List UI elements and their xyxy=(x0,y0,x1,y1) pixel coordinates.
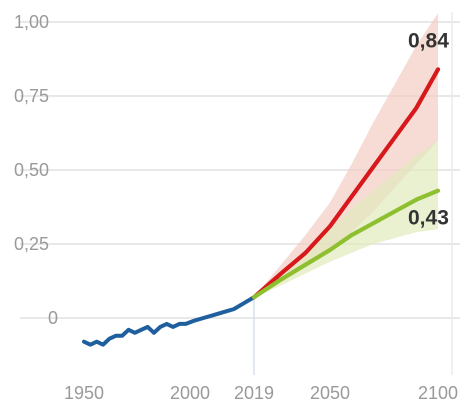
x-tick-label: 2019 xyxy=(234,383,274,403)
high-end-label: 0,84 xyxy=(408,29,449,52)
y-tick-label: 0 xyxy=(48,308,58,328)
observed-series-line xyxy=(82,295,256,347)
y-tick-label: 1,00 xyxy=(14,12,49,32)
end-labels: 0,84 0,43 xyxy=(408,29,449,229)
uncertainty-bands xyxy=(254,13,438,298)
high-uncertainty-band xyxy=(254,13,438,298)
x-tick-label: 1950 xyxy=(64,383,104,403)
series-lines xyxy=(82,67,441,347)
x-tick-label: 2050 xyxy=(310,383,350,403)
x-tick-label: 2100 xyxy=(418,383,458,403)
low-end-label: 0,43 xyxy=(408,207,449,230)
gridlines xyxy=(20,12,460,375)
y-tick-label: 0,25 xyxy=(14,234,49,254)
y-tick-label: 0,75 xyxy=(14,86,49,106)
x-tick-label: 2000 xyxy=(170,383,210,403)
y-tick-label: 0,50 xyxy=(14,160,49,180)
y-axis-ticks: 1,00 0,75 0,50 0,25 0 xyxy=(14,12,58,328)
x-axis-ticks: 1950 2000 2019 2050 2100 xyxy=(64,383,458,403)
